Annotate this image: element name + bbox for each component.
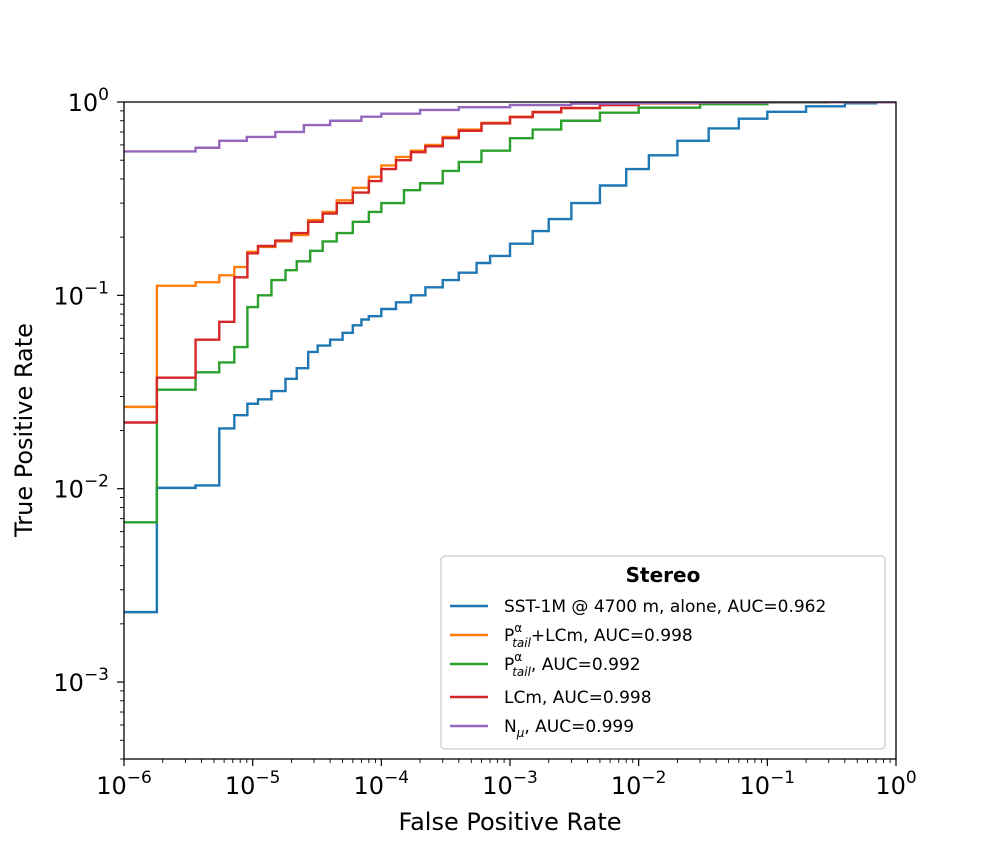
legend: Stereo SST-1M @ 4700 m, alone, AUC=0.962…	[440, 555, 886, 750]
y-tick-labels: 10−3 10−2 10−1 100	[53, 85, 109, 697]
x-tick-label: 10−1	[740, 768, 796, 800]
series-layer	[124, 102, 896, 614]
legend-label-ptail-lcm: Pα tail+LCm, AUC=0.998	[504, 621, 693, 650]
series-line-2	[124, 102, 896, 524]
legend-label-ptail: Pα tail, AUC=0.992	[504, 650, 641, 679]
x-tick-label: 10−4	[354, 768, 410, 800]
x-tick-labels: 10−6 10−5 10−4 10−3 10−2 10−1 100	[96, 768, 916, 800]
legend-label-lcm: LCm, AUC=0.998	[504, 688, 652, 708]
legend-label-nmu: Nμ, AUC=0.999	[504, 717, 634, 740]
legend-label-ptail-main: P	[504, 655, 514, 675]
legend-label-ptail-lcm-sub: tail	[512, 636, 531, 650]
x-axis-label: False Positive Rate	[398, 808, 621, 836]
series-line-4	[124, 102, 896, 153]
legend-label-ptail-sup: α	[514, 650, 522, 664]
legend-label-ptail-lcm-rest: +LCm, AUC=0.998	[531, 626, 693, 646]
series-line-0	[124, 102, 896, 614]
x-tick-label: 10−6	[96, 768, 152, 800]
x-tick-label: 10−5	[225, 768, 281, 800]
y-tick-label: 10−1	[53, 278, 109, 310]
plot-frame	[123, 101, 897, 760]
y-tick-label: 10−3	[53, 665, 109, 697]
x-tick-label: 10−2	[611, 768, 667, 800]
legend-label-nmu-rest: , AUC=0.999	[524, 717, 634, 737]
legend-label-ptail-lcm-sup: α	[514, 621, 522, 635]
legend-label-nmu-main: N	[504, 717, 517, 737]
y-tick-label: 10−2	[53, 472, 109, 504]
legend-label-sst1m: SST-1M @ 4700 m, alone, AUC=0.962	[504, 597, 826, 617]
legend-title: Stereo	[626, 563, 701, 587]
x-tick-label: 100	[875, 768, 916, 800]
major-tick-marks	[117, 101, 897, 766]
legend-label-ptail-sub: tail	[512, 665, 531, 679]
legend-label-ptail-lcm-main: P	[504, 626, 514, 646]
legend-label-ptail-rest: , AUC=0.992	[531, 655, 641, 675]
legend-box	[440, 555, 886, 750]
y-tick-label: 100	[68, 85, 109, 117]
y-axis-label: True Positive Rate	[10, 323, 38, 538]
minor-tick-marks	[120, 110, 891, 763]
x-tick-label: 10−3	[482, 768, 538, 800]
series-line-3	[124, 102, 896, 424]
legend-label-nmu-sub: μ	[516, 726, 525, 740]
